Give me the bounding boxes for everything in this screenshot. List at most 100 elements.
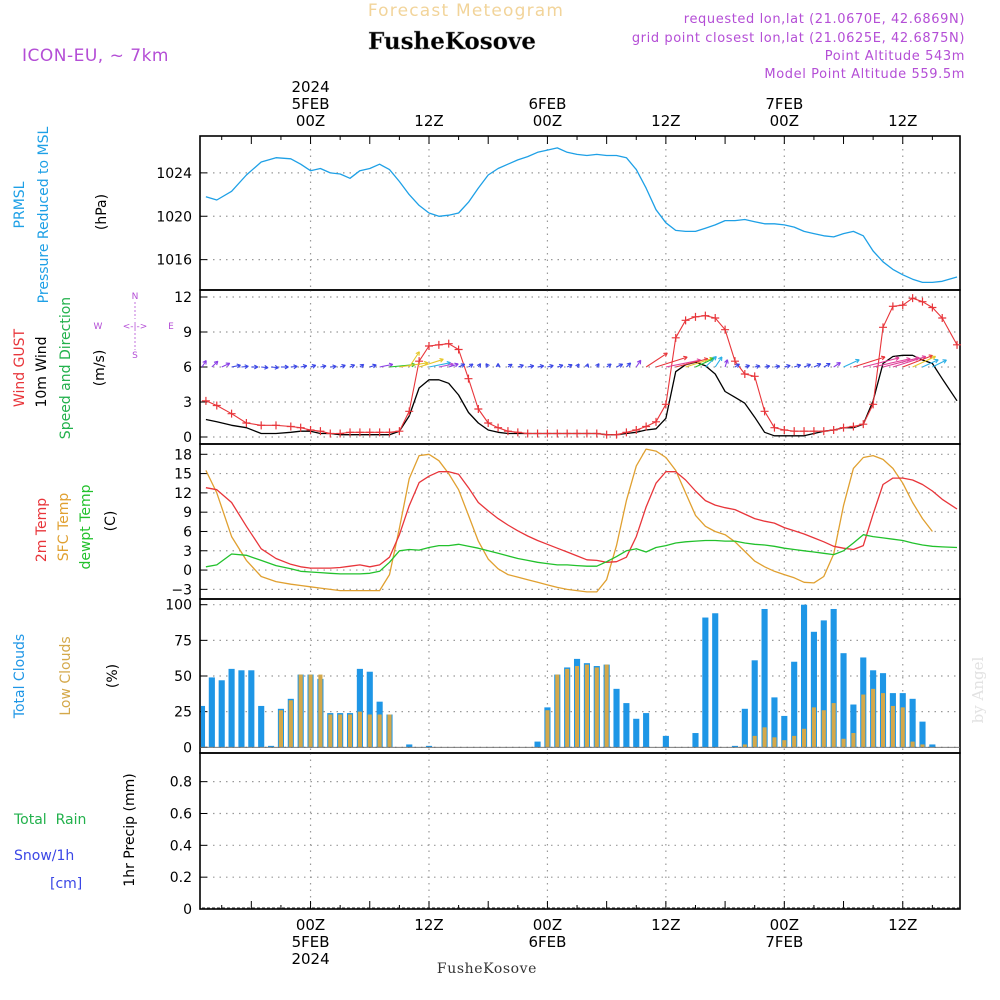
p3-label-sfc: SFC Temp (56, 493, 72, 562)
wind-arrow-head (468, 363, 474, 368)
wind-arrow-head (302, 364, 308, 369)
wind-arrow (495, 363, 501, 368)
wind-arrow (231, 363, 241, 369)
gust-marker (543, 429, 552, 438)
wind-arrow-shaft (448, 363, 459, 368)
wind-arrow-head (755, 364, 761, 369)
wind-arrow (645, 352, 668, 368)
gust-marker (612, 430, 621, 439)
wind-arrow-head (816, 362, 822, 368)
bottom-time-label: 7FEB (765, 933, 803, 951)
bottom-time-label: 12Z (888, 916, 917, 934)
wind-arrow-head (575, 363, 580, 368)
wind-arrow-head (626, 362, 632, 367)
wind-arrow-shaft (863, 357, 900, 368)
wind-arrow (517, 363, 524, 369)
gust-marker (573, 429, 582, 438)
y-tick-label: 6 (183, 360, 192, 376)
total-cloud-bar (702, 617, 709, 748)
gust-marker (326, 429, 335, 438)
wind-arrow-shaft (0, 0, 942, 367)
gust-marker (336, 429, 345, 438)
wind-arrow-shaft (873, 358, 911, 368)
gust-marker (484, 419, 493, 427)
wind-arrow-head (508, 363, 513, 369)
low-cloud-bar (357, 711, 362, 748)
wind-arrow (485, 363, 490, 368)
total-cloud-bar (406, 744, 413, 748)
gust-marker (839, 423, 848, 432)
gust-marker (227, 409, 236, 418)
wind-arrow-head (439, 357, 444, 363)
wind-arrow (863, 356, 900, 368)
gust-marker (212, 401, 221, 410)
wind-arrow-head (595, 363, 600, 368)
gust-marker (494, 423, 503, 432)
wind-arrow (606, 363, 612, 368)
low-cloud-bar (574, 666, 580, 748)
gust-marker (780, 426, 789, 434)
wind-arrow (833, 362, 841, 368)
total-cloud-bar (741, 708, 748, 748)
wind-arrow-head (724, 359, 729, 364)
wind-arrow (349, 364, 356, 369)
wind-arrow-head (636, 359, 642, 365)
gust-marker (721, 325, 730, 334)
wind-arrow-head (549, 363, 554, 369)
low-cloud-bar (811, 707, 816, 748)
wind-arrow-shaft (418, 358, 444, 368)
requested-coords: requested lon,lat (21.0670E, 42.6869N) (684, 12, 965, 27)
low-cloud-bar (288, 700, 293, 748)
top-time-label: 12Z (888, 112, 917, 130)
gust-marker (642, 422, 651, 431)
low-cloud-bar (565, 668, 570, 748)
total-cloud-bar (662, 735, 669, 748)
wind-arrow-shaft (665, 359, 701, 368)
gust-marker (908, 294, 917, 303)
watermark: by Angel (969, 656, 987, 723)
wind-arrow (584, 363, 590, 368)
wind-arrow (823, 362, 831, 368)
low-cloud-bar (792, 735, 797, 748)
p4-label-low: Low Clouds (58, 636, 74, 715)
wind-arrow (310, 364, 317, 369)
wind-arrow-shaft (724, 359, 728, 368)
wind-arrow-head (350, 364, 356, 369)
gust-marker (306, 426, 315, 434)
total-cloud-bar (919, 721, 926, 748)
total-cloud-bar (238, 670, 245, 748)
wind-arrow-head (202, 360, 207, 365)
y-tick-label: 75 (174, 633, 192, 649)
gust-marker (711, 314, 720, 322)
gust-marker (691, 312, 700, 321)
total-cloud-bar (800, 604, 808, 748)
p2-unit: (m/s) (92, 350, 108, 387)
wind-arrow-head (895, 356, 900, 361)
wind-arrow-head (284, 364, 289, 370)
y-tick-label: −3 (171, 582, 192, 598)
point-altitude: Point Altitude 543m (825, 49, 965, 64)
y-tick-label: 18 (174, 447, 192, 463)
wind-arrow-shaft (675, 358, 709, 368)
gust-marker (201, 396, 210, 405)
total-cloud-bar (218, 680, 225, 748)
wind-arrow-shaft (231, 364, 241, 368)
wind-arrow (744, 364, 750, 369)
wind-arrow (527, 364, 535, 369)
wind-arrow (320, 364, 327, 369)
y-tick-label: 12 (174, 290, 192, 306)
wind-arrow-head (607, 363, 612, 368)
p5-unit: 1hr Precip (mm) (122, 773, 138, 886)
y-tick-label: 15 (174, 467, 192, 483)
total-cloud-bar (712, 613, 719, 748)
total-cloud-bar (810, 631, 817, 748)
wind-arrow-head (529, 364, 535, 369)
low-cloud-bar (801, 728, 807, 748)
wind-arrow-shaft (379, 363, 393, 368)
bottom-time-label: 5FEB (292, 933, 330, 951)
temp-2m-line (205, 471, 958, 569)
wind-arrow (616, 363, 624, 368)
wind-arrow (626, 362, 632, 368)
wind-arrow-shaft (399, 362, 428, 368)
